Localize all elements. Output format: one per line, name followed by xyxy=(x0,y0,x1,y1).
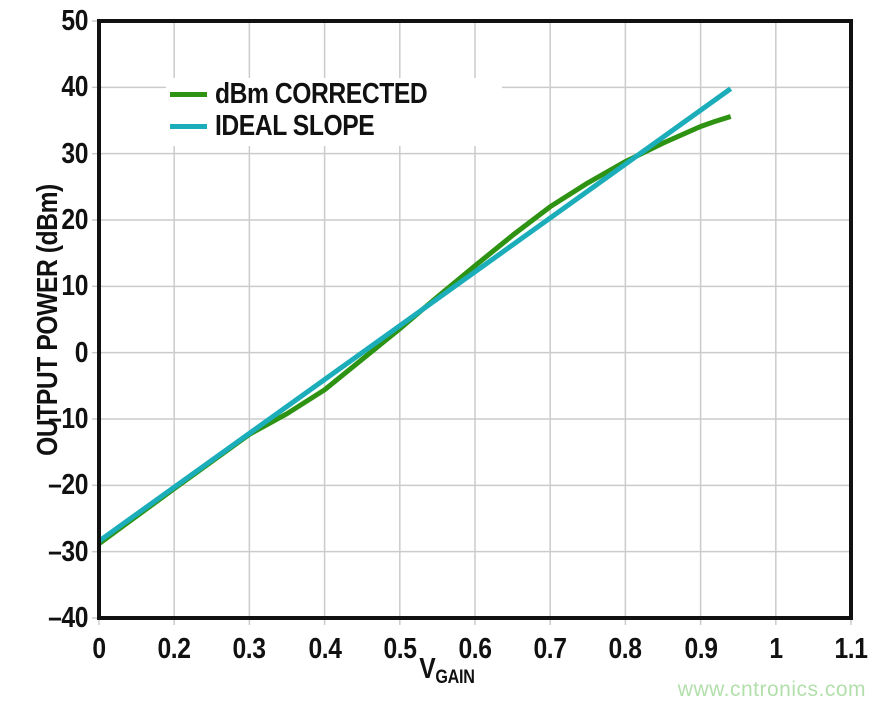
y-tick-label: 30 xyxy=(61,137,88,170)
y-tick-label: 50 xyxy=(61,5,88,37)
x-tick-label: 0.4 xyxy=(308,633,342,665)
y-tick-label: –20 xyxy=(48,469,88,502)
y-tick-label: 0 xyxy=(74,336,89,369)
y-tick-label: 20 xyxy=(61,204,88,236)
legend-swatch-green-line xyxy=(170,91,207,97)
watermark: www.cntronics.com xyxy=(677,678,866,701)
x-tick-label: 0.6 xyxy=(458,633,492,665)
y-tick-label: 10 xyxy=(61,270,88,303)
x-tick-label: 1.1 xyxy=(834,633,868,665)
x-tick-label: 0.7 xyxy=(533,633,567,665)
x-axis-title-main: V xyxy=(419,653,436,685)
y-tick-label: 40 xyxy=(61,71,88,104)
legend-label: dBm CORRECTED xyxy=(215,77,428,110)
x-axis-title: VGAIN xyxy=(396,653,498,688)
legend: dBm CORRECTED IDEAL SLOPE xyxy=(166,78,502,146)
x-tick-label: 0 xyxy=(92,633,106,665)
legend-swatch-teal-line xyxy=(170,123,207,129)
legend-item-ideal-slope: IDEAL SLOPE xyxy=(166,110,502,142)
y-tick-label: –30 xyxy=(48,535,88,568)
series-line-dbm-corrected xyxy=(97,114,732,546)
y-tick-label: –40 xyxy=(48,602,88,634)
x-tick-label: 0.9 xyxy=(684,633,718,665)
y-tick-label: –10 xyxy=(48,403,88,435)
x-tick-label: 0.8 xyxy=(608,633,642,665)
x-tick-label: 0.5 xyxy=(383,633,417,665)
legend-label: IDEAL SLOPE xyxy=(215,109,375,142)
x-axis-title-subscript: GAIN xyxy=(435,667,475,688)
y-axis-title: OUTPUT POWER (dBm) xyxy=(32,184,64,456)
legend-item-dbm-corrected: dBm CORRECTED xyxy=(166,78,502,110)
x-tick-label: 0.3 xyxy=(232,633,266,665)
x-tick-label: 0.2 xyxy=(157,633,191,665)
plot-frame xyxy=(97,19,853,620)
series-line-ideal-slope xyxy=(97,86,733,544)
x-tick-label: 1 xyxy=(769,633,783,665)
